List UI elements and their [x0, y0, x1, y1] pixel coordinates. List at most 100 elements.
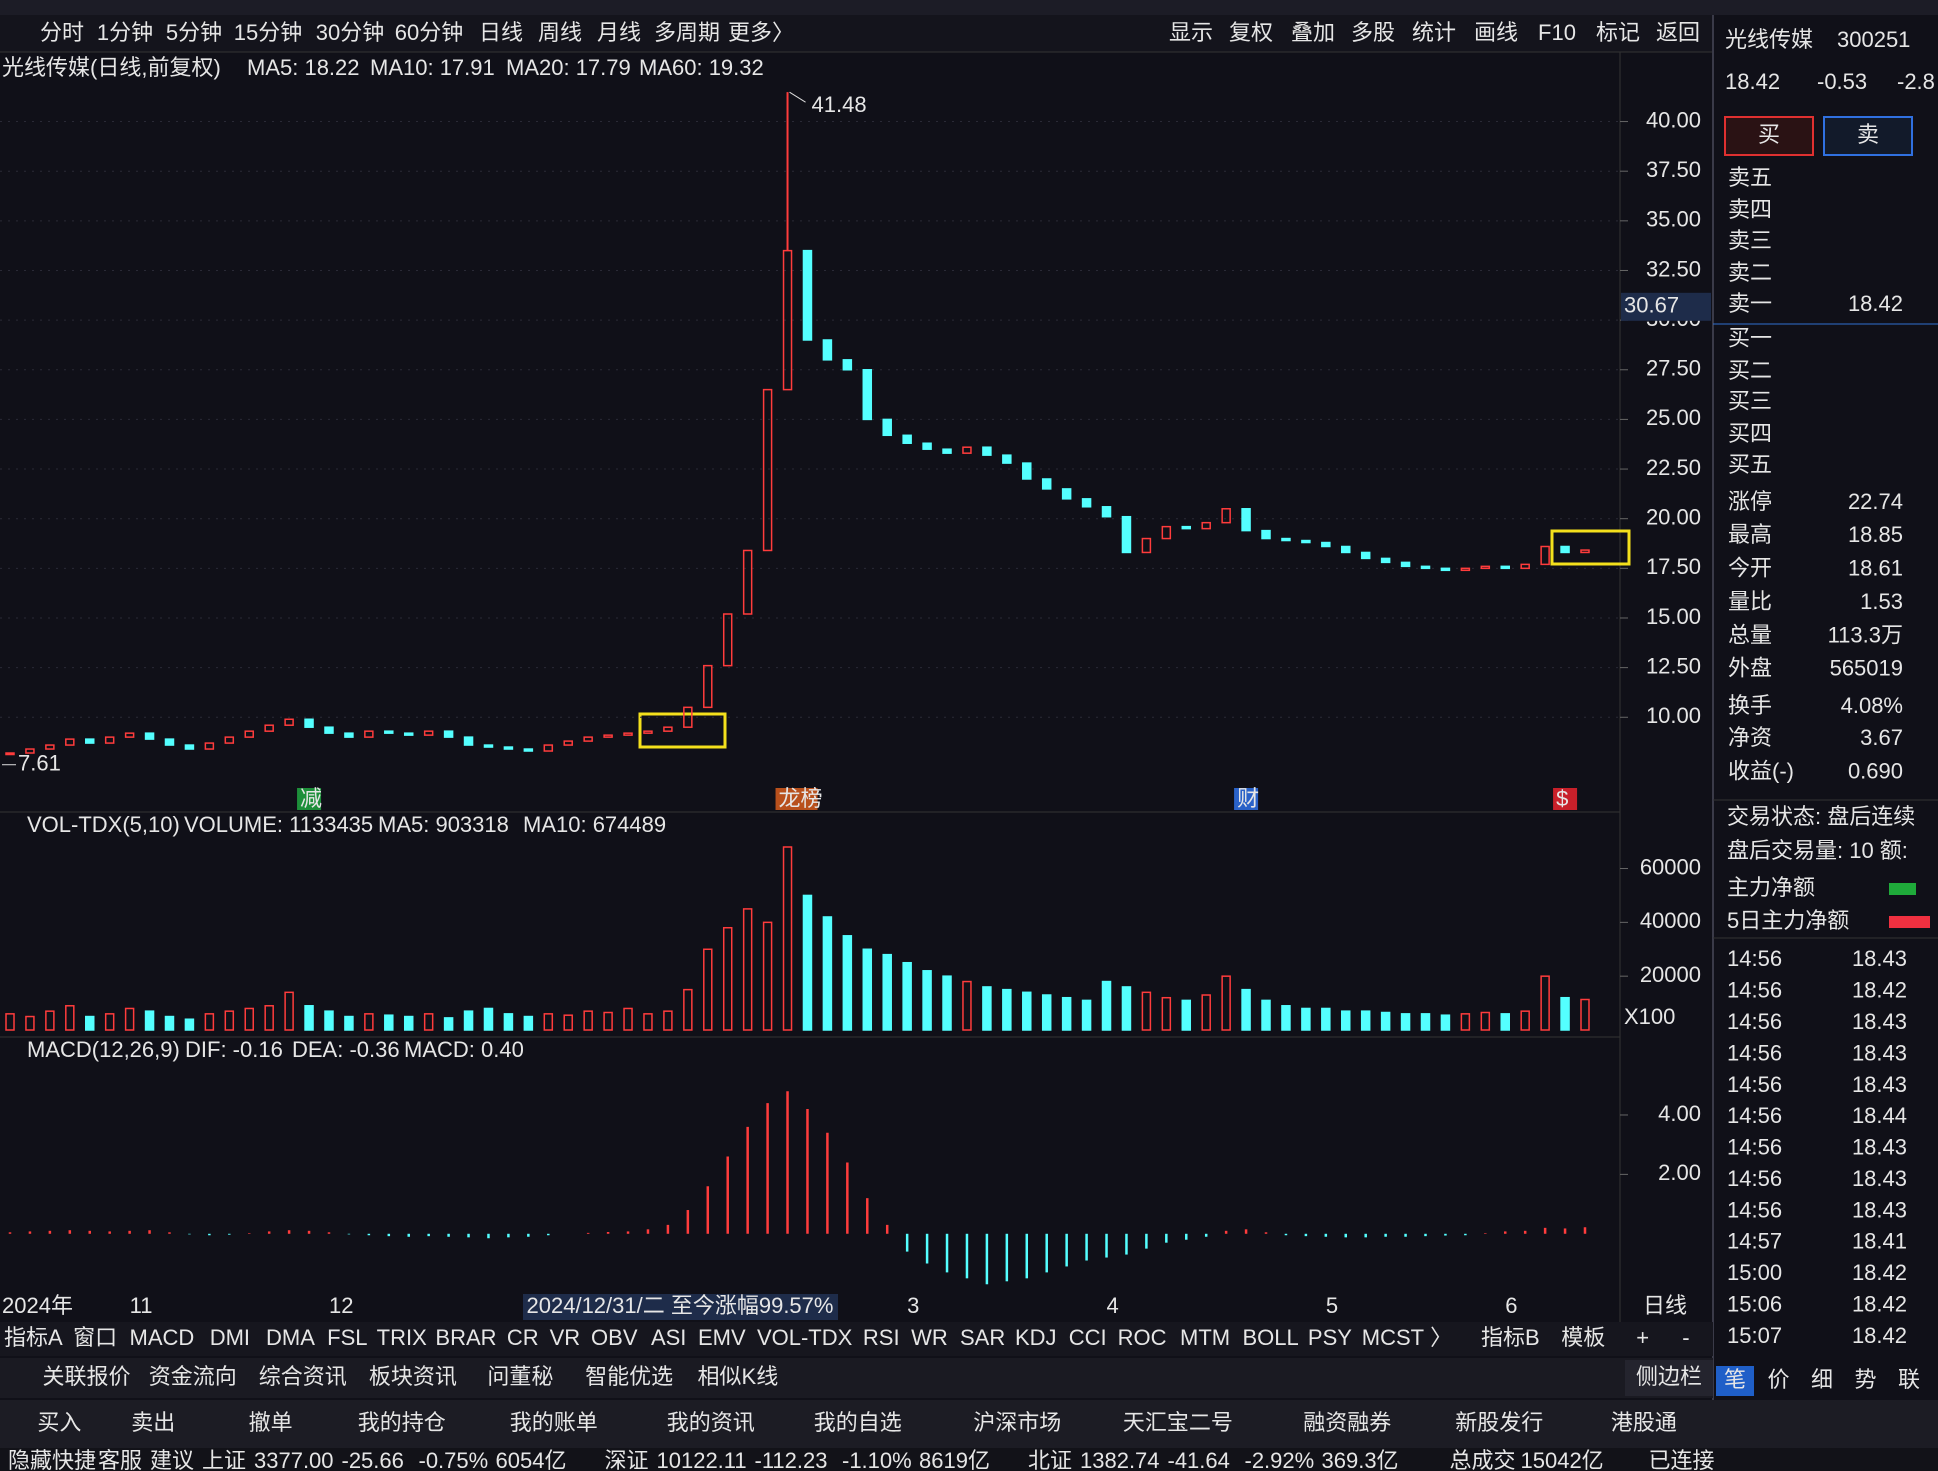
buy-label[interactable]: 买	[1758, 122, 1780, 147]
action-button[interactable]: 撤单	[249, 1410, 293, 1435]
action-button[interactable]: 买入	[37, 1410, 81, 1435]
side-tab[interactable]: 势	[1854, 1367, 1876, 1392]
period-tab[interactable]: 5分钟	[166, 20, 222, 45]
tool-button[interactable]: 叠加	[1291, 20, 1335, 45]
tick-price: 18.42	[1852, 978, 1907, 1003]
action-button[interactable]: 港股通	[1611, 1410, 1677, 1435]
indicator-tab[interactable]: RSI	[863, 1325, 900, 1350]
sell-label[interactable]: 卖	[1857, 122, 1879, 147]
tool-button[interactable]: 返回	[1656, 20, 1700, 45]
indicator-tab[interactable]: BOLL	[1242, 1325, 1298, 1350]
indicator-tab[interactable]: ASI	[651, 1325, 686, 1350]
indicator-tab[interactable]: EMV	[698, 1325, 746, 1350]
candle	[1161, 525, 1172, 540]
info-tab[interactable]: 关联报价	[43, 1364, 131, 1389]
side-tab[interactable]: 笔	[1724, 1367, 1746, 1392]
period-tab[interactable]: 15分钟	[234, 20, 302, 45]
ma-label: MA20: 17.79	[506, 55, 631, 80]
action-button[interactable]: 新股发行	[1455, 1410, 1543, 1435]
indicator-tab[interactable]: 指标A	[4, 1325, 63, 1350]
tool-button[interactable]: F10	[1538, 20, 1576, 45]
indicator-tab[interactable]: SAR	[960, 1325, 1005, 1350]
sell-button[interactable]	[1823, 116, 1913, 156]
indicator-tab[interactable]: PSY	[1308, 1325, 1352, 1350]
indicator-tab[interactable]: OBV	[591, 1325, 638, 1350]
indicator-tab[interactable]: DMA	[266, 1325, 315, 1350]
indicator-tab[interactable]: VOL-TDX	[757, 1325, 853, 1350]
indicator-tab[interactable]: 窗口	[73, 1325, 117, 1350]
tick-time: 15:06	[1727, 1292, 1782, 1317]
indicator-tab[interactable]: CCI	[1069, 1325, 1107, 1350]
period-tab[interactable]: 30分钟	[316, 20, 384, 45]
indicator-tab[interactable]: MTM	[1180, 1325, 1230, 1350]
candle	[1360, 551, 1371, 560]
tool-button[interactable]: 统计	[1412, 20, 1456, 45]
x-tick-label: 2024年	[2, 1293, 73, 1318]
sidebar-button[interactable]: 侧边栏	[1636, 1364, 1702, 1389]
tool-button[interactable]: 显示	[1169, 20, 1213, 45]
candle	[403, 732, 414, 736]
period-tab[interactable]: 周线	[538, 20, 582, 45]
indicator-tab[interactable]: BRAR	[435, 1325, 496, 1350]
indicator-tab[interactable]: VR	[550, 1325, 581, 1350]
indicator-tab[interactable]: 指标B	[1481, 1325, 1540, 1350]
event-label[interactable]: 龙榜	[779, 786, 823, 811]
indicator-tab[interactable]: 模板	[1561, 1325, 1605, 1350]
macd-label: MACD: 0.40	[404, 1037, 524, 1062]
tool-button[interactable]: 复权	[1229, 20, 1273, 45]
indicator-tab[interactable]: CR	[507, 1325, 539, 1350]
period-tab[interactable]: 分时	[40, 20, 84, 45]
period-tab[interactable]: 60分钟	[395, 20, 463, 45]
action-button[interactable]: 我的持仓	[358, 1410, 446, 1435]
action-button[interactable]: 我的自选	[814, 1410, 902, 1435]
period-tab[interactable]: 多周期	[654, 20, 720, 45]
info-tab[interactable]: 相似K线	[698, 1364, 779, 1389]
indicator-tab[interactable]: ROC	[1118, 1325, 1167, 1350]
info-tab[interactable]: 智能优选	[585, 1364, 673, 1389]
indicator-tab[interactable]: KDJ	[1015, 1325, 1057, 1350]
volume-bar	[1520, 1010, 1530, 1031]
action-button[interactable]: 沪深市场	[973, 1410, 1061, 1435]
side-tab[interactable]: 联	[1898, 1367, 1920, 1392]
indicator-tab[interactable]: DMI	[210, 1325, 250, 1350]
tick-price: 18.43	[1852, 1135, 1907, 1160]
info-tab[interactable]: 资金流向	[149, 1364, 237, 1389]
side-tab[interactable]: 细	[1811, 1367, 1833, 1392]
event-label[interactable]: $	[1556, 786, 1568, 811]
period-tab[interactable]: 更多〉	[728, 20, 794, 45]
indicator-tab[interactable]: 〉	[1430, 1325, 1452, 1350]
indicator-tab[interactable]: FSL	[327, 1325, 367, 1350]
indicator-tab[interactable]: +	[1636, 1325, 1649, 1350]
action-button[interactable]: 我的资讯	[667, 1410, 755, 1435]
action-button[interactable]: 我的账单	[510, 1410, 598, 1435]
side-tab[interactable]: 价	[1767, 1367, 1789, 1392]
buy-button[interactable]	[1724, 116, 1814, 156]
period-tab[interactable]: 1分钟	[97, 20, 153, 45]
event-label[interactable]: 减	[300, 786, 322, 811]
tool-button[interactable]: 画线	[1474, 20, 1518, 45]
tool-button[interactable]: 多股	[1351, 20, 1395, 45]
volume-bar	[403, 1015, 414, 1031]
candle	[384, 730, 394, 734]
flow-bar	[1889, 916, 1930, 928]
info-tab[interactable]: 问董秘	[487, 1364, 553, 1389]
indicator-tab[interactable]: WR	[911, 1325, 948, 1350]
status-item: 1382.74	[1080, 1448, 1160, 1471]
volume-bar	[1560, 996, 1570, 1031]
tool-button[interactable]: 标记	[1596, 20, 1640, 45]
action-button[interactable]: 卖出	[131, 1410, 175, 1435]
action-button[interactable]: 天汇宝二号	[1123, 1410, 1233, 1435]
event-label[interactable]: 财	[1237, 786, 1259, 811]
indicator-tab[interactable]: MACD	[130, 1325, 195, 1350]
indicator-tab[interactable]: MCST	[1362, 1325, 1424, 1350]
indicator-tab[interactable]: -	[1682, 1325, 1689, 1350]
period-tab[interactable]: 日线	[479, 20, 523, 45]
volume-bar	[1161, 996, 1172, 1031]
action-button[interactable]: 融资融券	[1303, 1410, 1391, 1435]
info-tab[interactable]: 板块资讯	[369, 1364, 457, 1389]
indicator-tab[interactable]: TRIX	[377, 1325, 427, 1350]
vol-label: MA10: 674489	[523, 812, 666, 837]
info-tab[interactable]: 综合资讯	[259, 1364, 347, 1389]
y-tick-label: 12.50	[1646, 653, 1701, 678]
period-tab[interactable]: 月线	[597, 20, 641, 45]
